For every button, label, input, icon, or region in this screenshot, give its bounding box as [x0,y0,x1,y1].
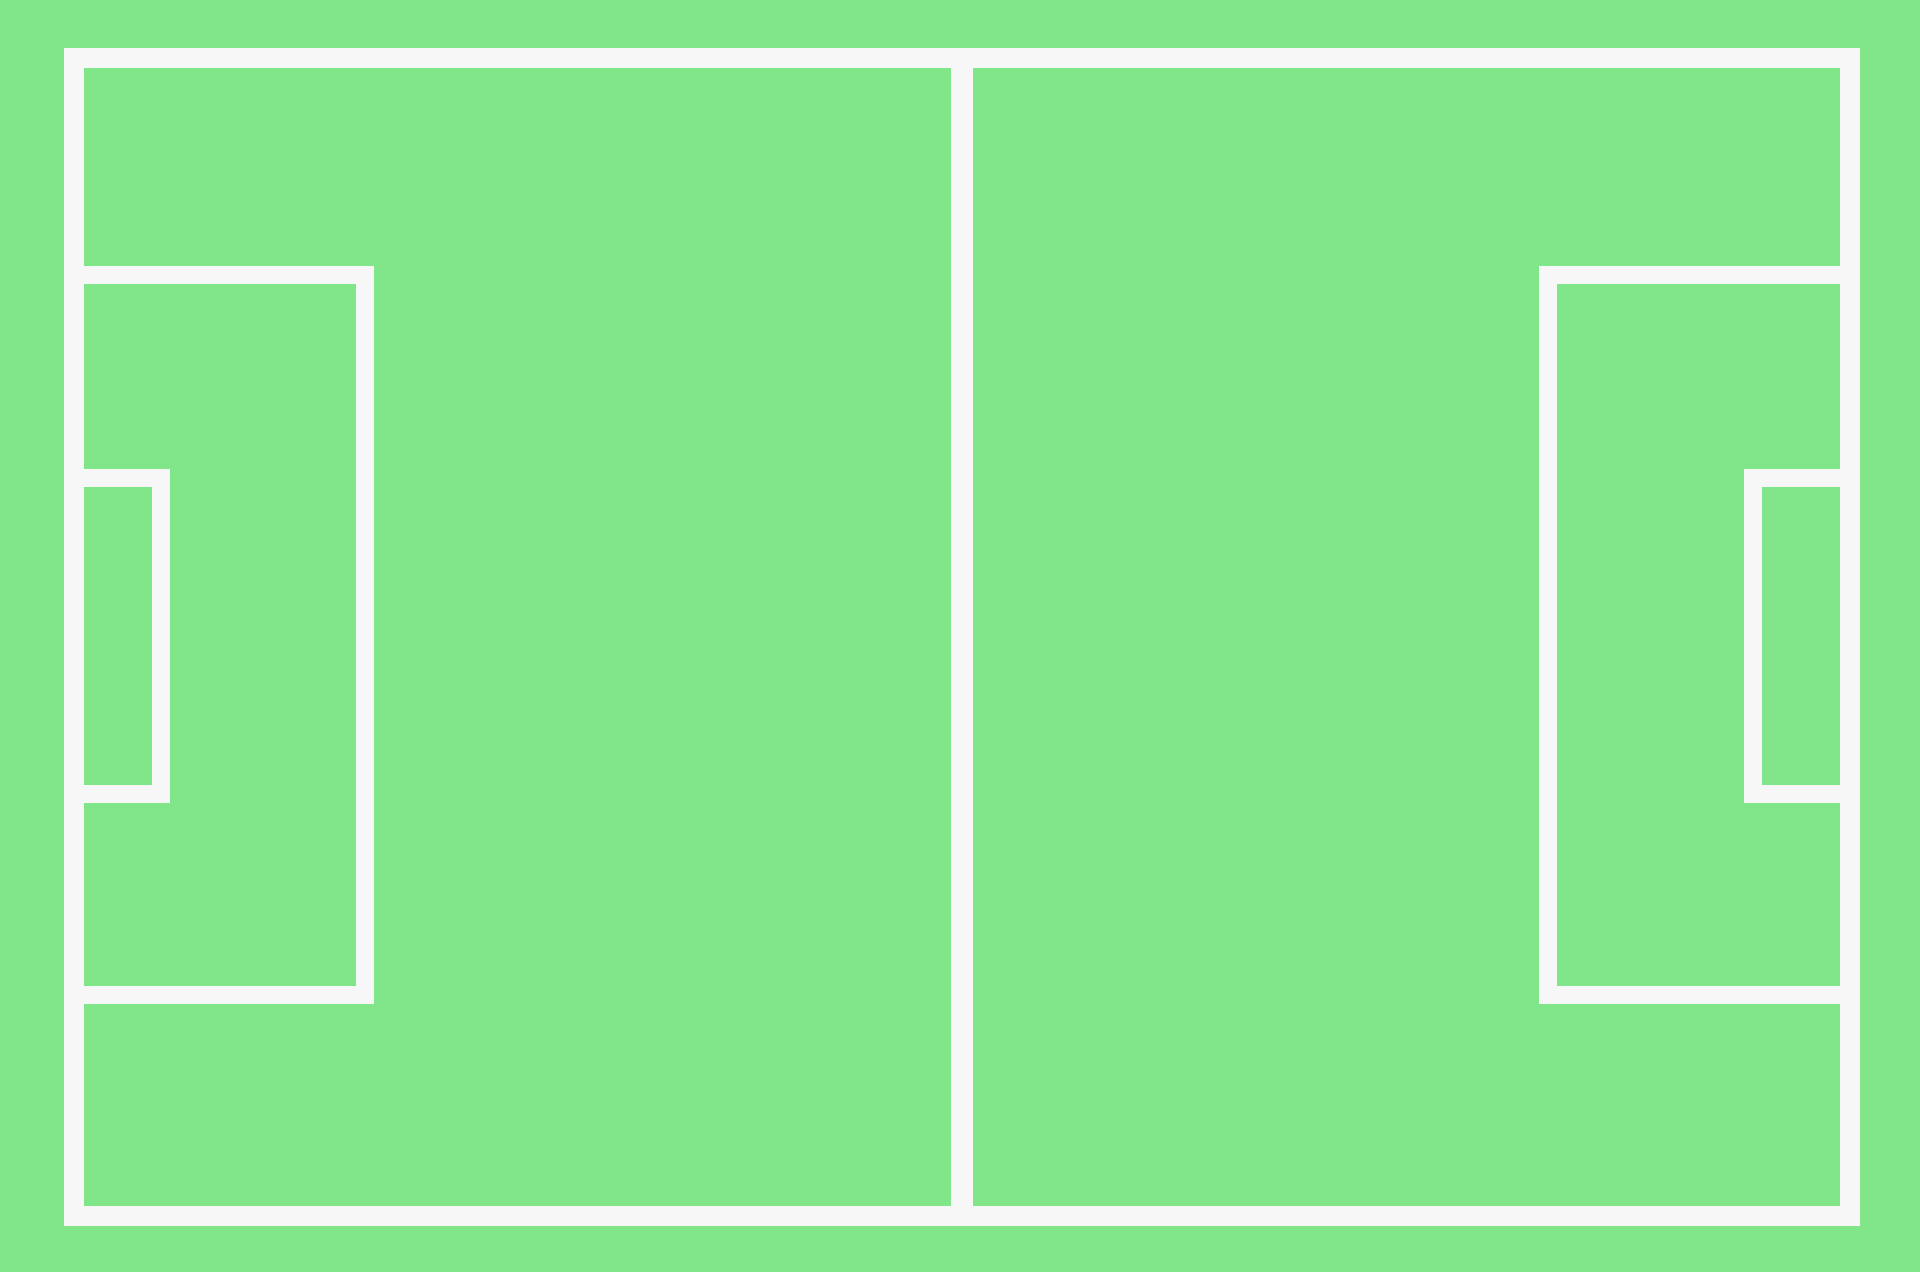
right-goal-area [1744,469,1859,803]
left-goal-area [65,469,170,803]
